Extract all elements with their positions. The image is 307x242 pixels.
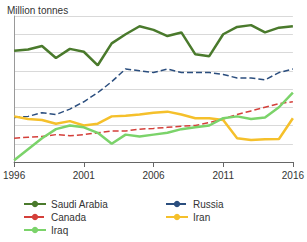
svg-text:2011: 2011 xyxy=(212,170,234,181)
svg-text:Iran: Iran xyxy=(193,212,210,223)
svg-text:Saudi Arabia: Saudi Arabia xyxy=(51,199,108,210)
svg-text:Russia: Russia xyxy=(193,199,224,210)
svg-text:Iraq: Iraq xyxy=(51,225,68,236)
svg-text:Million tonnes: Million tonnes xyxy=(7,5,68,16)
svg-text:2001: 2001 xyxy=(73,170,96,181)
svg-text:Canada: Canada xyxy=(51,212,86,223)
svg-text:2006: 2006 xyxy=(142,170,165,181)
svg-text:2016: 2016 xyxy=(282,170,305,181)
svg-text:1996: 1996 xyxy=(3,170,26,181)
